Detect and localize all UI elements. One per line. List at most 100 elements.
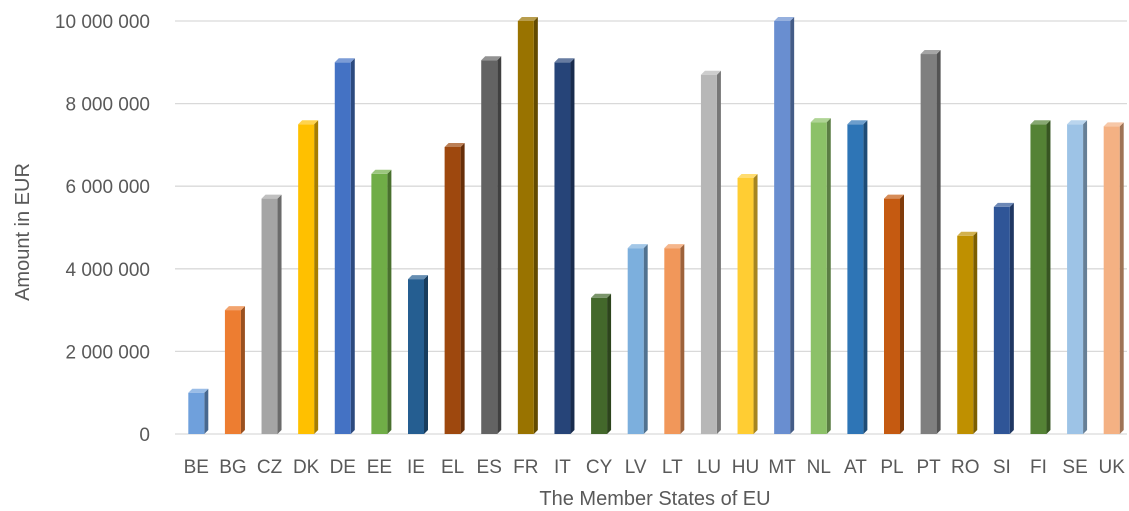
bar-side bbox=[240, 306, 245, 434]
x-tick-label: FR bbox=[513, 457, 538, 478]
bar-side bbox=[570, 58, 575, 435]
y-tick-label: 2 000 000 bbox=[65, 342, 150, 363]
bar-front bbox=[261, 198, 278, 434]
bar-side bbox=[973, 231, 978, 434]
bar-side bbox=[533, 17, 538, 434]
bar-front bbox=[884, 198, 900, 434]
bar-side bbox=[680, 244, 685, 434]
x-tick-label: DK bbox=[293, 457, 320, 478]
bar bbox=[847, 120, 868, 434]
bar-side bbox=[607, 293, 612, 434]
bar-side bbox=[753, 173, 758, 434]
bar-top bbox=[1030, 120, 1051, 125]
x-tick-label: IE bbox=[407, 457, 425, 478]
bar bbox=[591, 293, 612, 434]
bar bbox=[920, 50, 941, 434]
bar-side bbox=[1119, 122, 1124, 434]
bar-front bbox=[847, 124, 864, 434]
x-tick-label: IT bbox=[554, 457, 571, 478]
bar-side bbox=[790, 17, 795, 434]
bar-side bbox=[314, 120, 319, 434]
bar bbox=[884, 194, 904, 434]
x-tick-label: BG bbox=[219, 457, 246, 478]
bar-top bbox=[664, 244, 685, 249]
bar-side bbox=[350, 58, 355, 435]
bar-top bbox=[591, 293, 612, 298]
x-tick-label: RO bbox=[951, 457, 980, 478]
bar-side bbox=[204, 388, 209, 434]
bar bbox=[334, 58, 355, 435]
bar-top bbox=[920, 50, 941, 55]
bar-front bbox=[1103, 126, 1120, 434]
bar-side bbox=[900, 194, 904, 434]
bar-side bbox=[643, 244, 648, 434]
x-tick-label: EE bbox=[367, 457, 392, 478]
bar-top bbox=[517, 17, 538, 21]
bar bbox=[408, 275, 428, 434]
bar-top bbox=[444, 142, 465, 147]
x-axis-title: The Member States of EU bbox=[539, 488, 770, 510]
x-tick-label: UK bbox=[1098, 457, 1125, 478]
bar-top bbox=[957, 231, 978, 236]
bar bbox=[1103, 122, 1124, 434]
y-tick-label: 4 000 000 bbox=[65, 260, 150, 281]
bar-top bbox=[1103, 122, 1124, 127]
bar bbox=[1067, 120, 1088, 434]
bar bbox=[627, 244, 648, 434]
bar bbox=[517, 17, 538, 434]
bar bbox=[261, 194, 282, 434]
bar bbox=[664, 244, 685, 434]
bar-top bbox=[371, 169, 392, 174]
y-tick-label: 6 000 000 bbox=[65, 177, 150, 198]
bar-side bbox=[460, 142, 465, 434]
bar-side bbox=[936, 50, 941, 434]
bar-top bbox=[884, 194, 904, 199]
bar-front bbox=[481, 60, 498, 435]
bar-front bbox=[1067, 124, 1084, 434]
bar-top bbox=[261, 194, 282, 199]
bar-front bbox=[591, 297, 608, 434]
x-tick-label: LU bbox=[697, 457, 721, 478]
bar-side bbox=[277, 194, 282, 434]
bar-top bbox=[224, 306, 245, 311]
bar-front bbox=[774, 21, 791, 434]
bar-top bbox=[408, 275, 428, 280]
bar bbox=[1030, 120, 1051, 434]
bar-front bbox=[188, 392, 205, 434]
bar-side bbox=[826, 118, 831, 434]
bar bbox=[774, 17, 795, 434]
bar-front bbox=[517, 21, 534, 434]
bar-side bbox=[387, 169, 392, 434]
bars bbox=[188, 17, 1124, 435]
bar-side bbox=[1083, 120, 1088, 434]
bar-side bbox=[716, 70, 721, 434]
y-axis-tick-labels: 0 2 000 000 4 000 000 6 000 000 8 000 000 10 … bbox=[55, 12, 150, 446]
bar bbox=[554, 58, 575, 435]
bar-front bbox=[408, 279, 424, 434]
bar-top bbox=[188, 388, 209, 393]
bar-top bbox=[774, 17, 795, 21]
x-tick-label: LT bbox=[662, 457, 683, 478]
x-tick-label: EL bbox=[441, 457, 464, 478]
x-tick-label: ES bbox=[477, 457, 502, 478]
bar bbox=[737, 173, 758, 434]
x-tick-label: SI bbox=[993, 457, 1011, 478]
bar-front bbox=[298, 124, 315, 434]
bar bbox=[444, 142, 465, 434]
bar-front bbox=[920, 54, 937, 434]
y-tick-label: 0 bbox=[139, 425, 150, 446]
bar-top bbox=[554, 58, 575, 63]
bar-top bbox=[847, 120, 868, 125]
bar bbox=[810, 118, 831, 434]
bar bbox=[700, 70, 721, 434]
bar-top bbox=[627, 244, 648, 249]
x-tick-label: MT bbox=[768, 457, 796, 478]
bar-front bbox=[554, 62, 571, 435]
x-tick-label: HU bbox=[732, 457, 759, 478]
x-tick-label: FI bbox=[1030, 457, 1047, 478]
bar-side bbox=[1046, 120, 1051, 434]
bar-top bbox=[334, 58, 355, 63]
bar bbox=[224, 306, 245, 434]
x-tick-label: AT bbox=[844, 457, 867, 478]
bar-front bbox=[993, 206, 1010, 434]
